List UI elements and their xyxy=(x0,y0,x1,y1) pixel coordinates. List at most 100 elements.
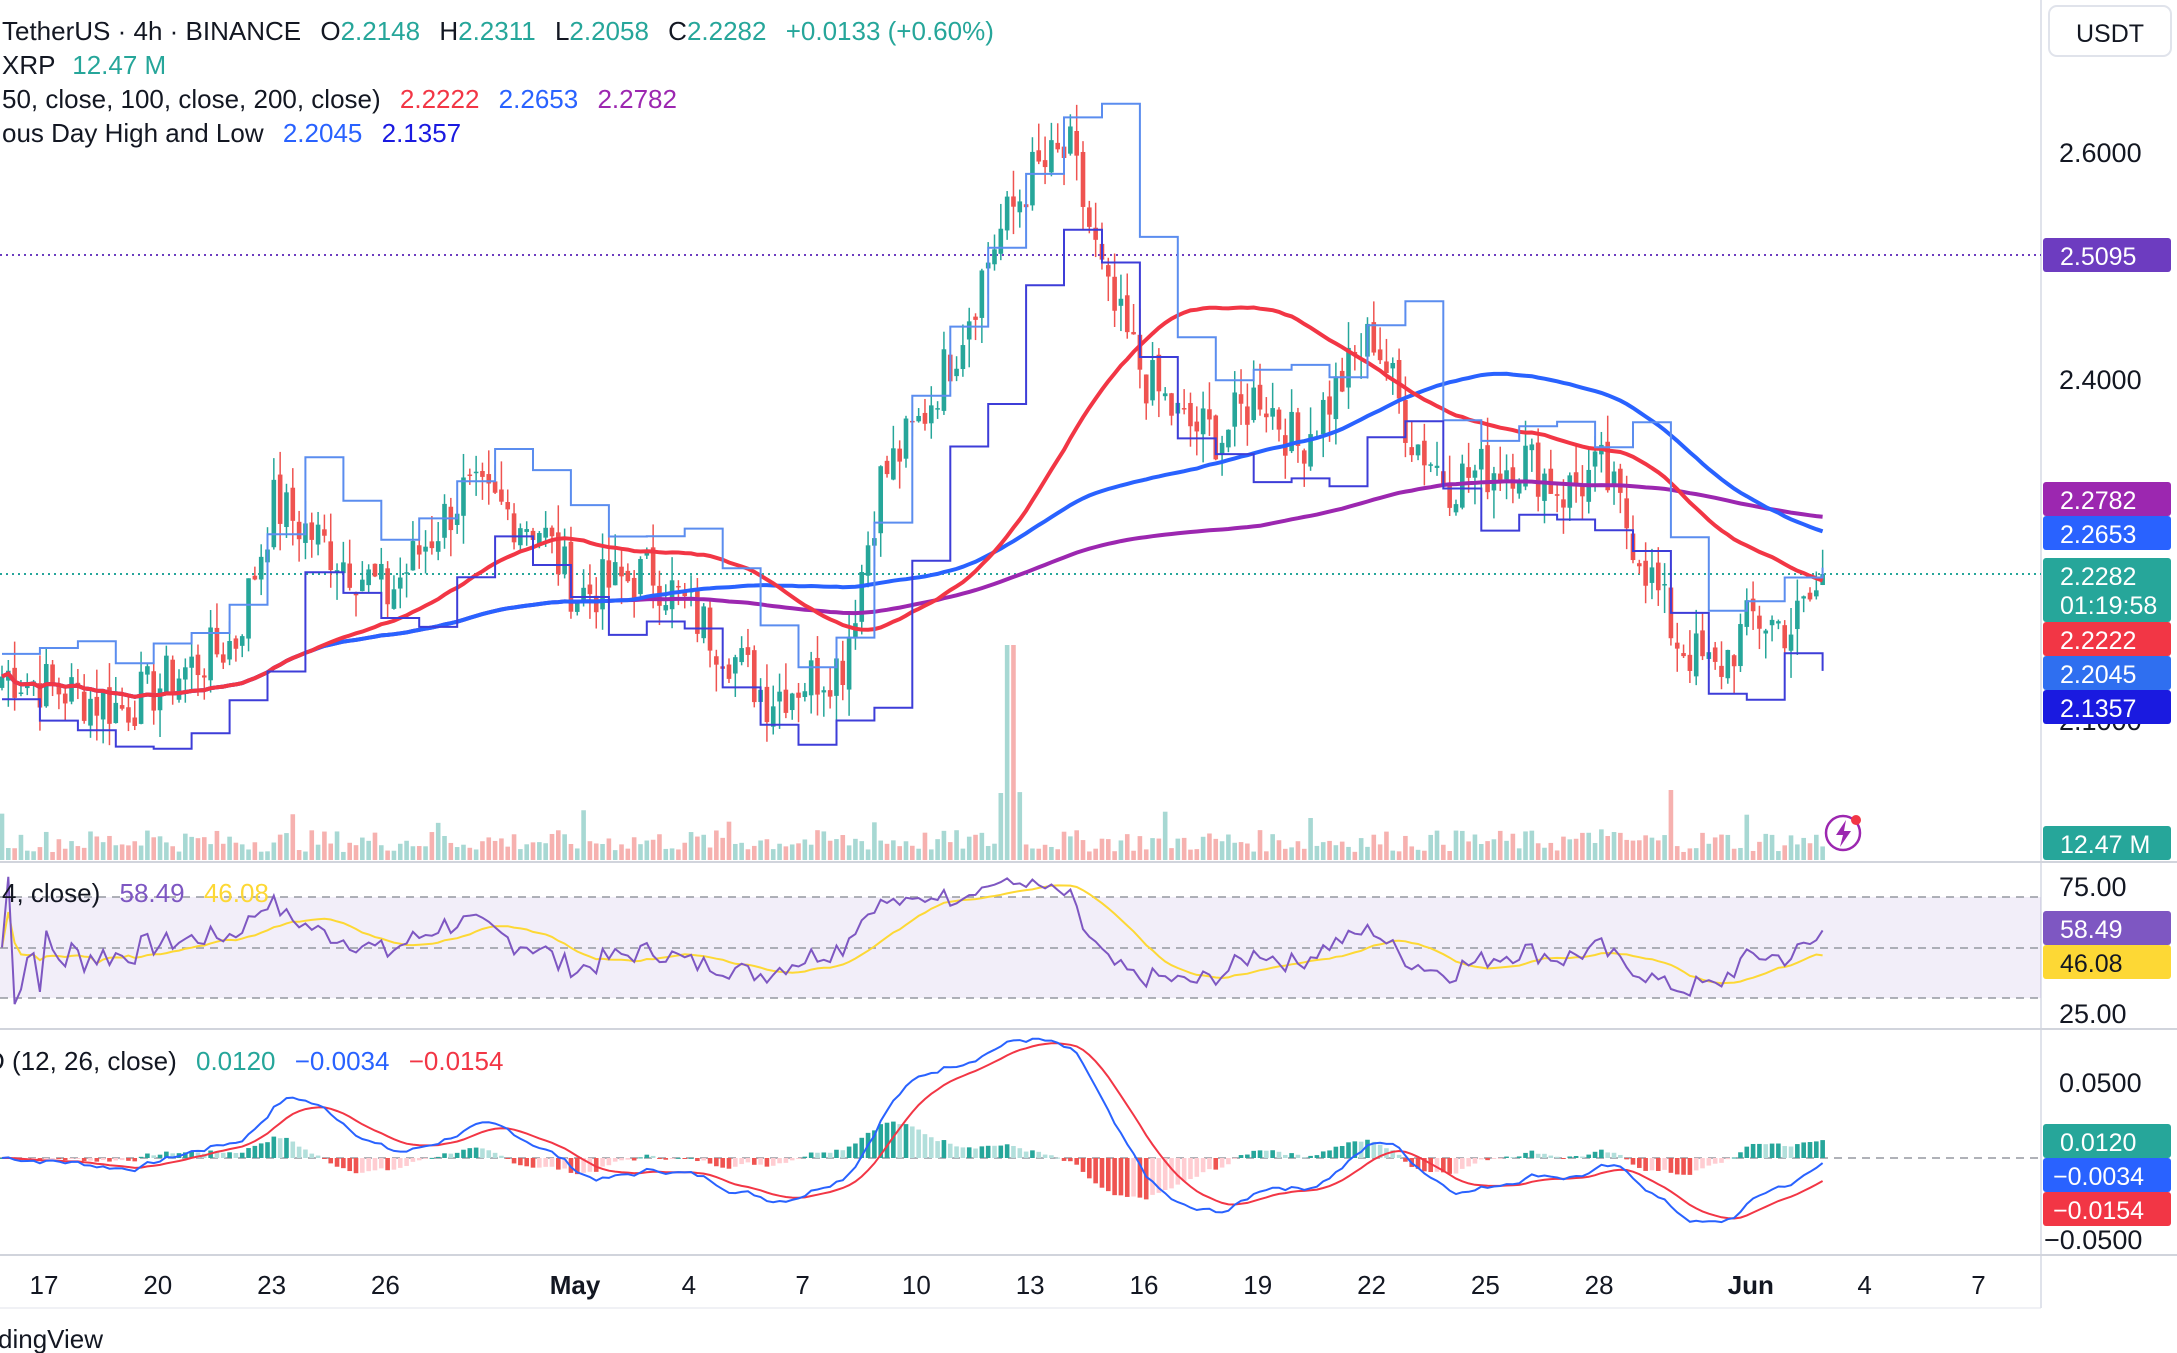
rsi-line[interactable] xyxy=(1,876,1824,1005)
macd-histogram-bar xyxy=(1365,1139,1370,1158)
candle-body xyxy=(701,606,707,639)
badge-macd: 0.0120 xyxy=(2043,1124,2171,1158)
candle-body xyxy=(928,405,934,424)
volume-bar xyxy=(1795,844,1800,860)
volume-bar xyxy=(1004,645,1010,860)
rsi-ma-line[interactable] xyxy=(1,884,1823,985)
candle-body xyxy=(1049,140,1054,173)
svg-text:2.2282: 2.2282 xyxy=(2060,563,2136,591)
macd-histogram-bar xyxy=(657,1158,662,1159)
time-tick-5: 4 xyxy=(682,1270,696,1300)
currency-button[interactable]: USDT xyxy=(2048,5,2172,57)
candle-body xyxy=(410,541,416,571)
volume-bar xyxy=(1567,839,1573,860)
volume-bar xyxy=(1744,814,1750,860)
prev-day-low-line[interactable] xyxy=(2,228,1824,750)
volume-bar xyxy=(1801,837,1806,860)
candle-body xyxy=(1080,151,1086,207)
volume-bar xyxy=(88,831,93,860)
macd-histogram-bar xyxy=(1719,1158,1724,1163)
volume-bar xyxy=(1687,848,1693,860)
macd-histogram-bar xyxy=(922,1134,928,1158)
macd-histogram-bar xyxy=(138,1156,144,1158)
volume-bar xyxy=(43,831,49,860)
volume-bar xyxy=(1390,850,1396,860)
candle-body xyxy=(1573,472,1579,486)
volume-bar xyxy=(1245,843,1250,860)
macd-histogram-bar xyxy=(663,1158,669,1160)
candle-body xyxy=(954,368,959,377)
volume-bar xyxy=(410,846,416,860)
macd-histogram-bar xyxy=(461,1149,466,1158)
macd-histogram-bar xyxy=(1655,1158,1661,1171)
candle-body xyxy=(1523,445,1528,487)
volume-bar xyxy=(1510,833,1516,860)
candle-body xyxy=(1251,387,1256,421)
candle-body xyxy=(644,551,650,556)
volume-bar xyxy=(992,843,997,860)
time-axis[interactable]: 17 20 23 26 May 4 7 10 13 16 19 22 25 28 Jun 4 7 xyxy=(30,1270,1986,1300)
volume-bar xyxy=(246,849,251,860)
legend-prev-day-high-low[interactable]: ous Day High and Low 2.2045 2.1357 xyxy=(2,118,461,148)
volume-bar xyxy=(1049,846,1054,860)
macd-histogram-bar xyxy=(1320,1151,1326,1158)
volume-bar xyxy=(328,843,334,860)
candle-body xyxy=(385,568,390,605)
macd-histogram-bar xyxy=(1118,1158,1124,1196)
macd-histogram-bar xyxy=(1497,1158,1503,1159)
volume-bar xyxy=(1497,830,1503,860)
candle-body xyxy=(296,521,302,540)
macd-histogram-bar xyxy=(935,1141,940,1158)
svg-text:46.08: 46.08 xyxy=(2060,950,2123,978)
macd-histogram-bar xyxy=(1548,1155,1554,1158)
volume-bar xyxy=(1118,840,1124,860)
macd-histogram-bar xyxy=(1358,1141,1364,1158)
macd-histogram-bar xyxy=(638,1157,643,1159)
macd-histogram-bar xyxy=(1757,1143,1762,1158)
volume-bar xyxy=(676,849,681,860)
candle-body xyxy=(619,566,624,577)
candle-body xyxy=(1333,376,1339,420)
badge-volume: 12.47 M xyxy=(2043,826,2171,860)
candle-body xyxy=(1618,468,1623,493)
volume-bar xyxy=(18,834,24,860)
macd-histogram-bar xyxy=(1068,1158,1073,1162)
candle-body xyxy=(631,577,637,599)
macd-histogram-bar xyxy=(1795,1144,1800,1158)
macd-histogram-bar xyxy=(688,1157,694,1159)
legend-rsi[interactable]: 4, close) 58.49 46.08 xyxy=(2,878,269,908)
volume-bar xyxy=(935,839,940,860)
candle-body xyxy=(201,675,207,678)
macd-signal-line[interactable] xyxy=(1,1042,1824,1220)
macd-histogram-bar xyxy=(429,1157,435,1159)
legend-volume[interactable]: XRP 12.47 M xyxy=(2,50,166,80)
candle-body xyxy=(1712,647,1718,662)
lightning-icon[interactable] xyxy=(1824,814,1862,852)
candle-body xyxy=(1087,207,1092,227)
candle-body xyxy=(574,602,580,612)
candle-body xyxy=(1371,322,1377,353)
legend-macd[interactable]: D (12, 26, close) 0.0120 −0.0034 −0.0154 xyxy=(0,1046,503,1076)
volume-bar xyxy=(1093,848,1098,860)
volume-bar xyxy=(568,843,574,860)
macd-histogram-bar xyxy=(1137,1158,1143,1198)
volume-bar xyxy=(353,845,359,860)
volume-bar xyxy=(1586,832,1592,860)
legend-moving-averages[interactable]: 50, close, 100, close, 200, close) 2.222… xyxy=(2,84,677,114)
candle-body xyxy=(1181,408,1187,410)
volume-bar xyxy=(1731,848,1737,860)
macd-histogram-bar xyxy=(1371,1141,1377,1158)
candle-body xyxy=(227,641,232,660)
candle-body xyxy=(416,545,422,555)
volume-bar xyxy=(543,843,548,860)
rsi-lines xyxy=(1,876,1824,1005)
macd-line[interactable] xyxy=(1,1037,1824,1224)
volume-bar xyxy=(1738,847,1743,860)
macd-histogram-bar xyxy=(751,1158,757,1165)
prev-day-high-line[interactable] xyxy=(2,102,1824,669)
volume-bar xyxy=(941,830,947,860)
candle-body xyxy=(290,487,296,521)
volume-bar xyxy=(1725,834,1731,860)
volume-bar xyxy=(1820,846,1825,860)
